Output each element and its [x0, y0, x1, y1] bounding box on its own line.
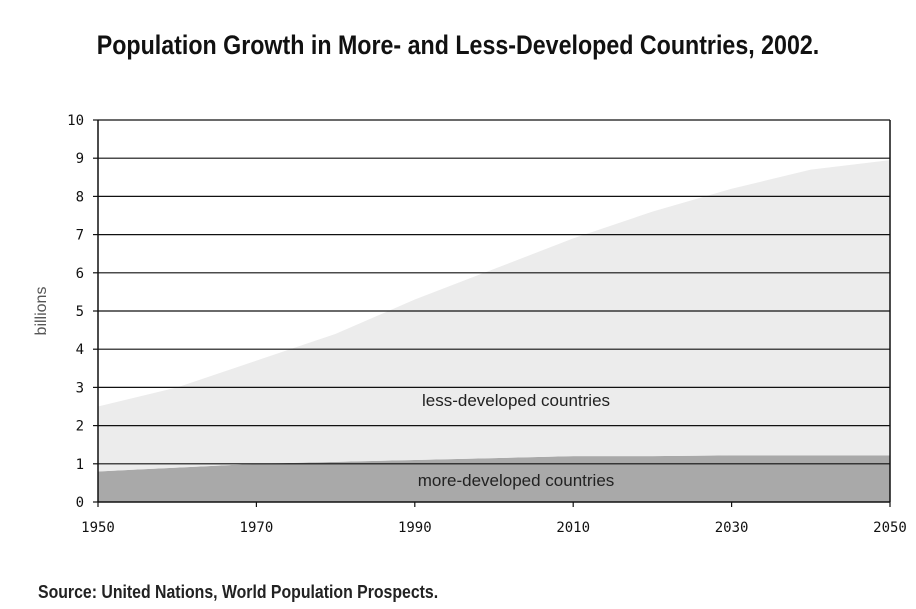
y-tick-label: 6: [76, 266, 84, 282]
x-ticks-group: 1950 1970 1990 2010 2030 2050: [81, 502, 907, 536]
area-less-developed: [98, 160, 890, 472]
chart-title: Population Growth in More- and Less-Deve…: [96, 30, 820, 60]
series-labels-group: more-developed countries less-developed c…: [418, 391, 615, 490]
x-tick-label: 2050: [873, 520, 907, 536]
gridlines-group: [98, 119, 890, 465]
series-label-more-developed: more-developed countries: [418, 471, 615, 490]
y-tick-label: 3: [76, 380, 84, 396]
y-tick-label: 7: [76, 228, 84, 244]
y-axis-label: billions: [33, 287, 50, 336]
y-tick-label: 0: [76, 495, 84, 511]
x-tick-label: 2010: [556, 520, 590, 536]
y-ticks-group: 0 1 2 3 4 5 6 7 8 9 10: [67, 113, 98, 511]
y-tick-label: 8: [76, 189, 84, 205]
y-tick-label: 10: [67, 113, 84, 129]
x-tick-label: 1970: [240, 520, 274, 536]
y-tick-label: 1: [76, 457, 84, 473]
areas-group: [98, 160, 890, 502]
x-tick-label: 1950: [81, 520, 115, 536]
area-more-developed: [98, 455, 890, 502]
source-note: Source: United Nations, World Population…: [38, 582, 439, 602]
x-tick-label: 1990: [398, 520, 432, 536]
series-label-less-developed: less-developed countries: [422, 391, 610, 410]
y-tick-label: 4: [76, 342, 84, 358]
y-tick-label: 9: [76, 151, 84, 167]
y-tick-label: 2: [76, 419, 84, 435]
y-tick-label: 5: [76, 304, 84, 320]
x-tick-label: 2030: [715, 520, 749, 536]
